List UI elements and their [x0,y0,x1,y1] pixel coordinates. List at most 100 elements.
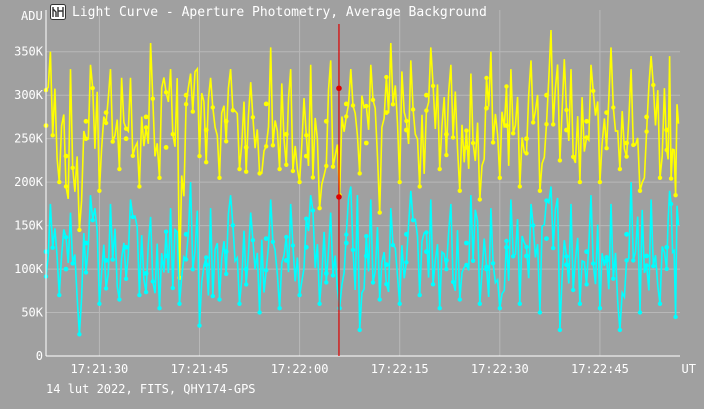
series-point [143,289,149,295]
data-point [504,123,509,128]
data-point [504,244,509,250]
series-point [537,188,543,193]
series-point [277,306,282,311]
series-point [664,147,669,153]
series-point [390,102,396,107]
data-point [103,258,109,263]
series-point [404,118,409,124]
data-point [243,145,249,150]
series-point [457,297,462,302]
series-point [224,139,229,144]
footer-info: 14 lut 2022, FITS, QHY174-GPS [46,382,256,396]
series-point [237,301,242,306]
series-point [324,163,329,169]
data-point [424,92,429,98]
data-point [564,262,569,268]
series-point [50,245,55,250]
data-point [524,253,529,259]
series-point [364,103,369,109]
series-point [310,208,316,213]
x-tick-label: 17:22:30 [471,362,529,376]
data-point [163,253,169,259]
series-point [524,244,529,250]
series-point [103,286,109,291]
data-point [223,118,229,124]
series-point [470,258,476,263]
series-point [217,175,222,180]
x-tick-label: 17:22:45 [571,362,629,376]
series-point [531,120,536,125]
series-point [557,158,563,163]
series-point [190,267,195,272]
data-point [544,92,549,98]
series-point [337,306,342,311]
cursor-marker [336,194,342,200]
series-point [237,166,242,172]
data-point [143,271,149,276]
series-point [611,105,616,110]
series-point [197,323,202,328]
series-point [90,85,95,91]
series-point [430,282,436,287]
series-point [257,310,262,315]
series-point [224,271,229,277]
series-point [110,139,115,144]
data-point [444,131,449,137]
series-point [617,327,623,333]
data-point [63,266,69,272]
data-point [584,118,589,124]
series-point [277,166,282,172]
series-point [77,332,82,337]
data-point [484,266,489,272]
series-point [657,301,663,306]
app-icon[interactable] [50,4,66,20]
series-point [444,267,449,272]
series-point [130,153,135,158]
data-point [464,240,469,246]
series-point [157,306,162,311]
series-point [637,188,643,193]
data-point [484,105,489,111]
series-point [424,230,429,235]
data-point [584,249,589,255]
series-point [464,262,469,268]
series-point [557,327,563,333]
series-point [330,164,336,169]
series-point [137,184,142,189]
series-point [210,293,215,299]
series-point [410,218,416,223]
series-point [83,136,89,141]
series-point [430,83,436,89]
x-tick-label: 17:22:00 [271,362,329,376]
series-point [197,153,202,159]
series-point [644,263,649,268]
data-point [303,153,309,159]
data-point [384,262,389,268]
data-point [183,231,189,237]
series-point [190,109,195,114]
series-point [244,282,249,287]
series-point [437,166,442,172]
series-point [624,154,629,159]
data-point [123,244,129,250]
series-point [290,243,296,248]
series-point [103,120,109,126]
series-point [150,96,155,101]
series-point [364,234,369,239]
data-point [63,153,69,159]
series-point [668,176,674,181]
y-tick-label: 100K [14,262,44,276]
data-point [404,127,409,133]
data-point [103,110,109,115]
series-point [631,258,636,263]
series-point [97,188,102,193]
series-point [477,197,482,202]
x-tick-label: 17:21:45 [171,362,229,376]
series-point [464,128,469,133]
series-point [657,175,663,180]
y-tick-label: 0 [36,349,43,363]
series-point [390,242,396,248]
data-point [263,236,269,242]
series-point [217,297,222,302]
